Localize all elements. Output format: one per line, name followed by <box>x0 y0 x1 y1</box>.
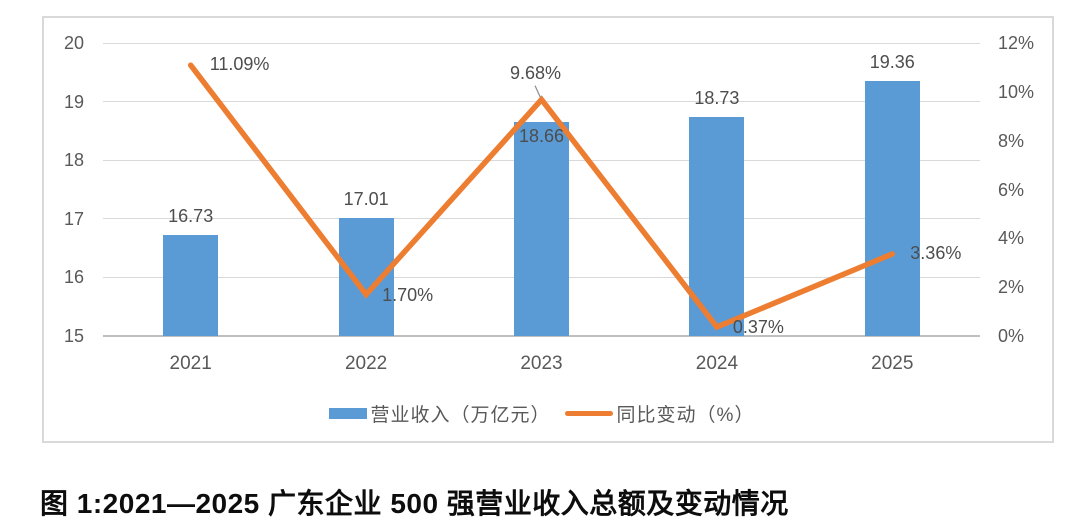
gridline <box>103 42 980 44</box>
right-axis-tick: 6% <box>998 179 1025 200</box>
right-axis-tick: 10% <box>998 81 1035 102</box>
x-axis-label: 2021 <box>169 353 212 374</box>
line-value-label: 11.09% <box>209 54 270 75</box>
line-value-label: 3.36% <box>910 242 962 263</box>
bar-value-label: 18.66 <box>518 125 565 146</box>
legend-bar-swatch-icon <box>328 408 367 419</box>
bar-value-label: 17.01 <box>343 189 389 210</box>
bar-value-label: 16.73 <box>168 205 214 226</box>
left-axis-tick: 15 <box>63 326 84 346</box>
legend-item-revenue: 营业收入（万亿元） <box>328 400 551 427</box>
right-axis-tick: 8% <box>998 130 1025 151</box>
legend-label-change: 同比变动（%） <box>616 405 755 426</box>
right-axis-tick: 12% <box>998 33 1035 53</box>
line-value-label: 0.37% <box>732 316 784 337</box>
data-labels-layer: 15 16 17 18 19 20 0% 2% 4% 6% 8% 10% 12% 16.73 17.01 18… <box>44 18 1052 441</box>
bar-value-label: 19.36 <box>869 51 915 72</box>
right-axis-tick: 4% <box>998 228 1025 249</box>
left-axis-tick: 17 <box>63 208 84 229</box>
legend-label-revenue: 营业收入（万亿元） <box>370 405 551 426</box>
legend-line-swatch-icon <box>564 411 613 416</box>
right-axis-tick: 2% <box>998 277 1025 298</box>
right-axis-tick: 0% <box>998 326 1025 346</box>
x-axis-label: 2024 <box>695 353 739 374</box>
left-axis-tick: 18 <box>63 150 84 171</box>
left-axis-tick: 19 <box>63 91 84 112</box>
line-value-label: 1.70% <box>382 285 434 306</box>
bar-value-label: 18.73 <box>694 88 740 109</box>
left-axis-tick: 20 <box>63 33 84 53</box>
legend: 营业收入（万亿元） 同比变动（%） <box>103 400 980 427</box>
chart-box: 15 16 17 18 19 20 0% 2% 4% 6% 8% 10% 12% 16.73 17.01 18… <box>42 16 1054 443</box>
x-axis-label: 2023 <box>520 353 563 374</box>
x-axis-line <box>103 335 980 337</box>
x-axis-label: 2022 <box>344 353 388 374</box>
figure-caption: 图 1:2021—2025 广东企业 500 强营业收入总额及变动情况 <box>40 488 789 519</box>
left-axis-tick: 16 <box>63 267 84 288</box>
x-axis-label: 2025 <box>871 353 914 374</box>
legend-item-change: 同比变动（%） <box>564 400 755 427</box>
line-value-label: 9.68% <box>509 62 562 83</box>
